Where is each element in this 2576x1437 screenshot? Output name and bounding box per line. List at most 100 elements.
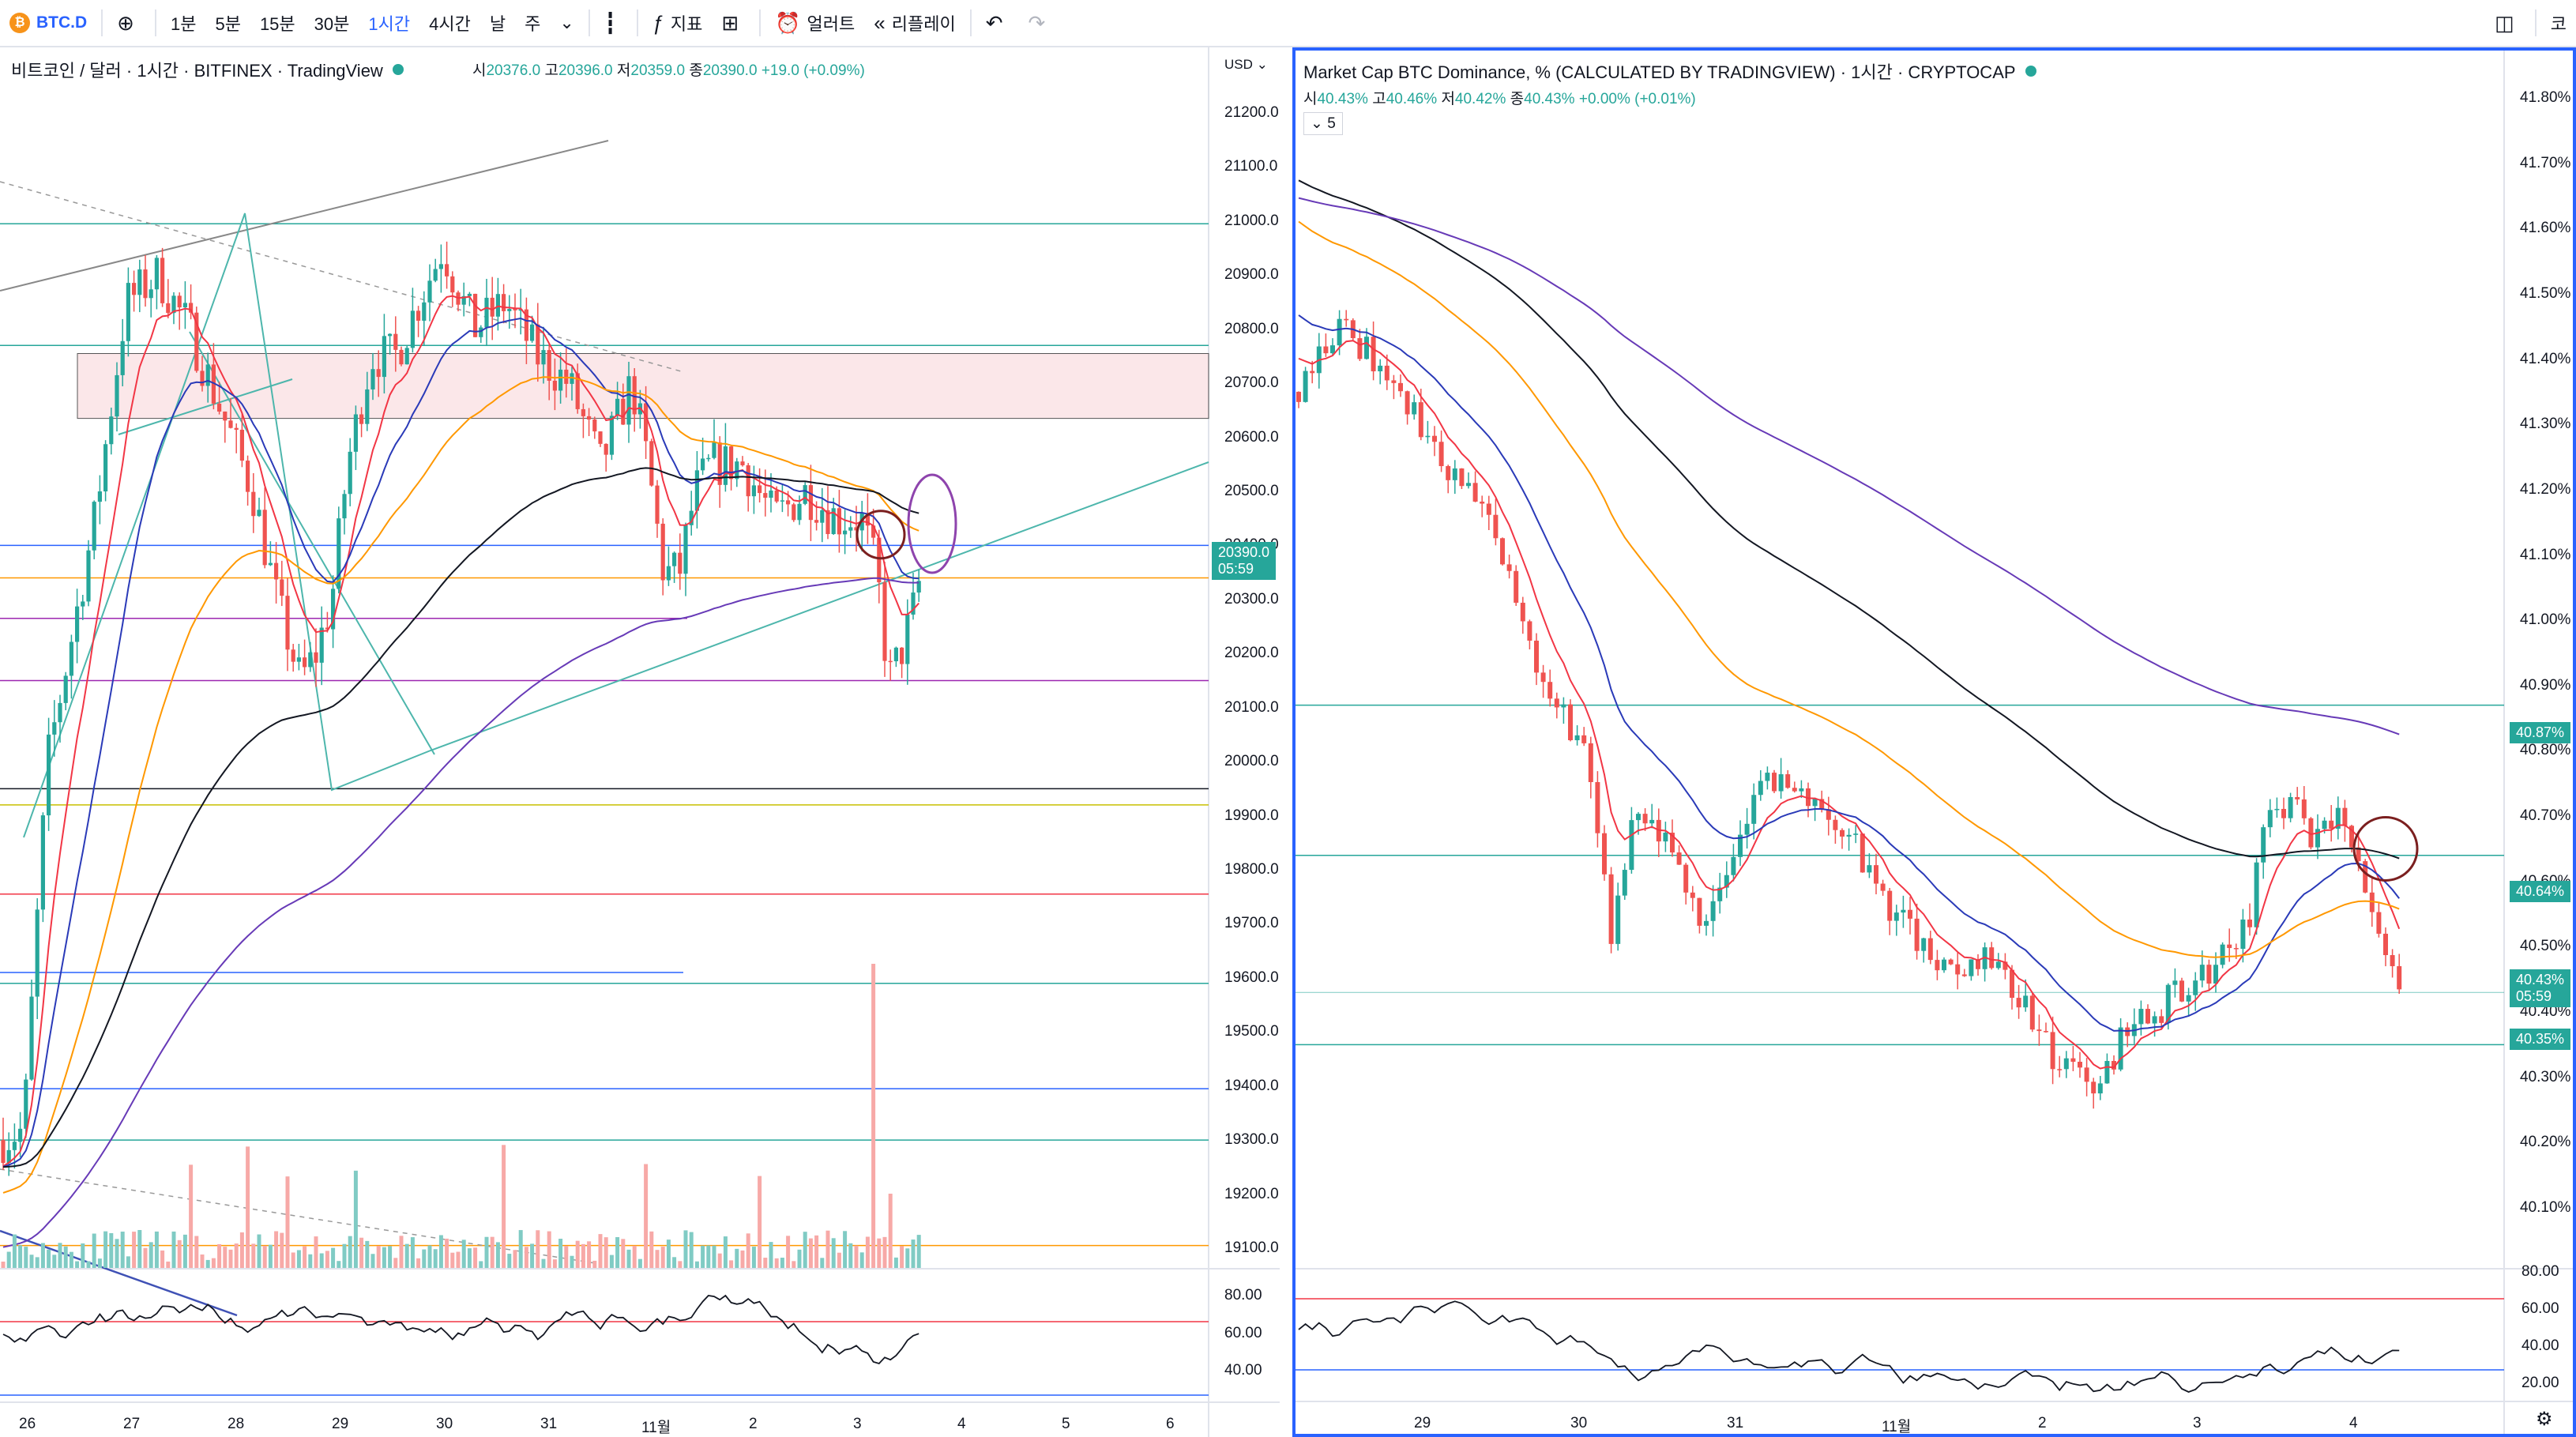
- trend-line-blue: [0, 1229, 238, 1317]
- chart-settings-button[interactable]: ⚙: [2536, 1408, 2553, 1431]
- high-key: 고: [1372, 91, 1386, 107]
- btc-usd-chart-pane[interactable]: 비트코인 / 달러 · 1시간 · BITFINEX · TradingView…: [0, 47, 1280, 1437]
- undo-button[interactable]: ↶: [976, 0, 1019, 46]
- candle-body: [86, 550, 91, 602]
- volume-bar: [126, 1256, 130, 1268]
- candle-body: [160, 258, 165, 303]
- candle-body: [2213, 965, 2218, 984]
- low-key: 저: [1441, 91, 1455, 107]
- chart-type-button[interactable]: ┇: [595, 0, 633, 46]
- candle-body: [24, 1079, 28, 1129]
- indicators-button[interactable]: ƒ 지표: [643, 0, 712, 46]
- volume-bar: [280, 1232, 284, 1268]
- volume-bar: [246, 1146, 250, 1268]
- candle-body: [1432, 435, 1437, 442]
- timeframe-5m[interactable]: 5분: [215, 14, 241, 34]
- add-symbol-button[interactable]: ⊕: [107, 0, 150, 46]
- btc-dominance-chart-pane[interactable]: Market Cap BTC Dominance, % (CALCULATED …: [1292, 47, 2576, 1437]
- main-series-legend[interactable]: Market Cap BTC Dominance, % (CALCULATED …: [1303, 58, 2036, 84]
- candles-icon: ┇: [604, 10, 617, 35]
- collapse-indicators-button[interactable]: ⌄ 5: [1303, 112, 1343, 135]
- candle-body: [47, 734, 51, 816]
- candle-body: [331, 589, 336, 630]
- candle-body: [12, 1142, 17, 1150]
- candle-body: [2016, 998, 2021, 1008]
- btc-dominance-chart-canvas[interactable]: [1296, 51, 2573, 1434]
- timeframe-15m[interactable]: 15분: [259, 14, 295, 34]
- volume-bar: [905, 1248, 910, 1268]
- volume-bar: [450, 1252, 455, 1268]
- candle-body: [1337, 318, 1342, 346]
- candle-body: [2308, 818, 2314, 848]
- candle-body: [570, 373, 574, 384]
- replay-button[interactable]: «리플레이: [864, 0, 965, 46]
- candle-body: [1452, 468, 1457, 480]
- symbol-search-button[interactable]: ₿ BTC.D: [0, 0, 96, 46]
- rsi-tick-label: 80.00: [2521, 1263, 2559, 1280]
- layout-toggle-button[interactable]: ◫: [2485, 0, 2530, 46]
- candle-body: [678, 552, 683, 574]
- resistance-zone: [77, 353, 1209, 419]
- redo-button[interactable]: ↷: [1019, 0, 1062, 46]
- moving-average-line: [2, 577, 919, 1248]
- candle-body: [2301, 799, 2307, 818]
- volume-bar: [706, 1245, 711, 1268]
- date-tick-label: 2: [2038, 1415, 2047, 1431]
- timeframe-1d[interactable]: 날: [489, 14, 506, 34]
- volume-bar: [541, 1258, 546, 1268]
- btc-usd-chart-canvas[interactable]: [0, 47, 1280, 1437]
- moving-average-line: [2, 376, 919, 1194]
- dashed-trend-line: [0, 181, 682, 372]
- volume-bar: [587, 1241, 592, 1268]
- candle-body: [1418, 402, 1423, 438]
- candle-body: [1989, 947, 1995, 969]
- layouts-icon: ⊞: [721, 10, 739, 35]
- volume-bar: [359, 1237, 364, 1268]
- volume-bar: [47, 1249, 51, 1268]
- volume-bar: [888, 1193, 893, 1268]
- candle-body: [438, 264, 443, 269]
- candle-body: [479, 327, 483, 337]
- timeframe-1h[interactable]: 1시간: [368, 14, 411, 34]
- candle-body: [1629, 820, 1634, 871]
- candle-body: [644, 403, 649, 442]
- candle-body: [1663, 833, 1668, 842]
- toolbar-right: ◫ 코: [2485, 0, 2576, 46]
- candle-body: [786, 500, 791, 505]
- candle-body: [507, 309, 512, 311]
- high-key: 고: [544, 62, 558, 79]
- volume-bar: [58, 1243, 62, 1268]
- alerts-button[interactable]: ⏰ 얼러트: [765, 0, 864, 46]
- volume-bar: [365, 1240, 370, 1268]
- candle-body: [2084, 1067, 2089, 1082]
- candle-body: [291, 649, 295, 662]
- timeframe-30m[interactable]: 30분: [314, 14, 350, 34]
- volume-bar: [467, 1248, 472, 1268]
- currency-selector[interactable]: USD ⌄: [1224, 57, 1268, 72]
- timeframe-dropdown[interactable]: ⌄: [550, 0, 583, 46]
- candle-body: [2390, 955, 2395, 967]
- date-tick-label: 4: [2349, 1415, 2358, 1431]
- timeframe-1w[interactable]: 주: [525, 14, 541, 34]
- timeframe-4h[interactable]: 4시간: [429, 14, 471, 34]
- right-panel-button[interactable]: 코: [2550, 14, 2567, 34]
- low-value: 40.42%: [1454, 91, 1506, 107]
- volume-bar: [6, 1251, 11, 1268]
- teal-pattern-lines: [23, 213, 1209, 838]
- candle-body: [1731, 856, 1736, 875]
- volume-bar: [274, 1231, 279, 1268]
- open-key: 시: [1303, 91, 1318, 107]
- candle-body: [314, 652, 318, 663]
- teal-pattern-lines: [118, 378, 293, 435]
- volume-bar: [399, 1236, 404, 1268]
- candle-body: [484, 297, 489, 328]
- volume-bar: [268, 1244, 273, 1268]
- timeframe-1m[interactable]: 1분: [170, 14, 197, 34]
- close-value: 40.43%: [1524, 91, 1575, 107]
- volume-bar: [473, 1247, 478, 1268]
- trend-line: [0, 140, 609, 292]
- volume-bar: [717, 1253, 722, 1268]
- layouts-button[interactable]: ⊞: [712, 0, 754, 46]
- main-series-legend[interactable]: 비트코인 / 달러 · 1시간 · BITFINEX · TradingView: [11, 57, 404, 82]
- candle-body: [1969, 959, 1974, 976]
